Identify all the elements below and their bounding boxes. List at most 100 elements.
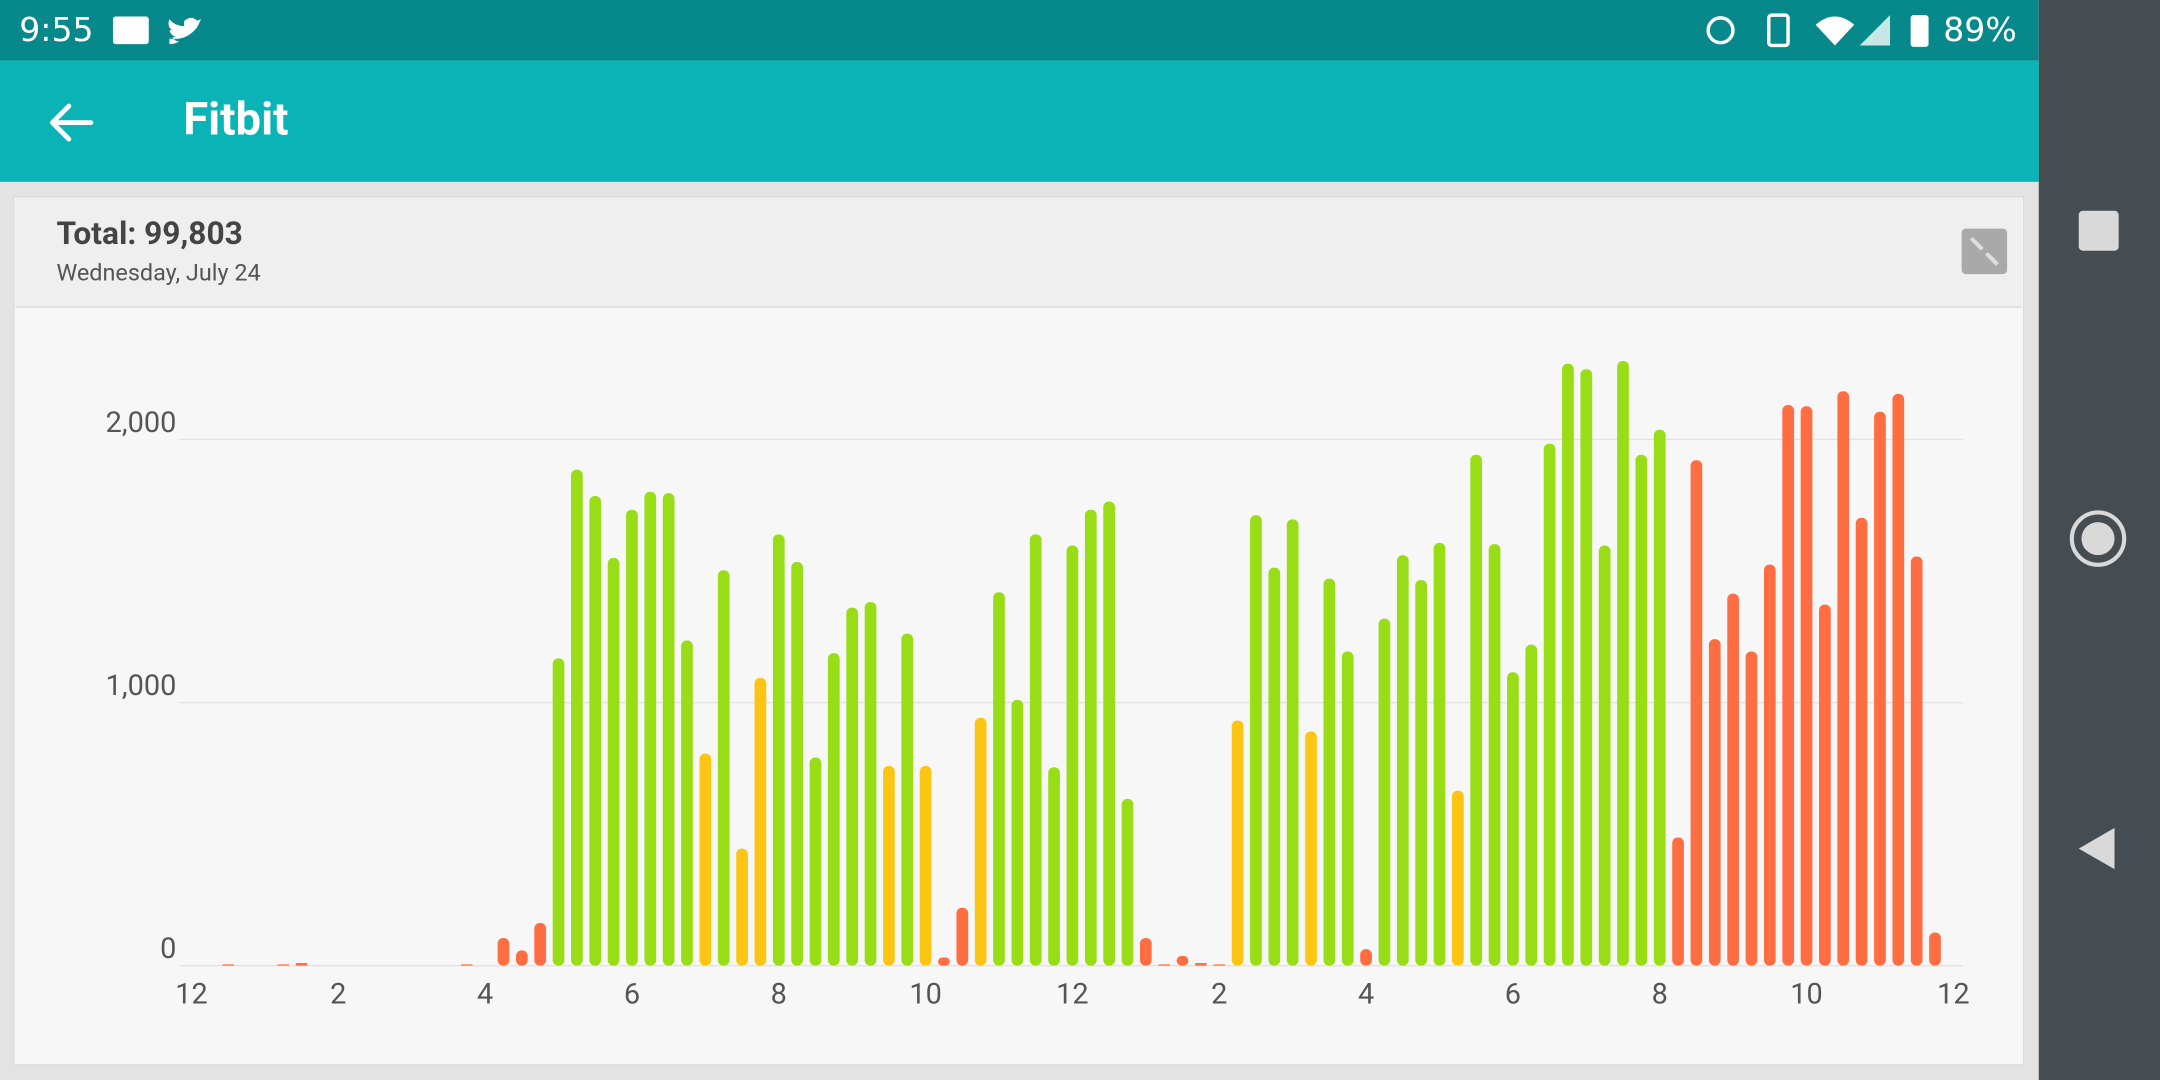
bar	[993, 592, 1005, 966]
bar	[883, 765, 895, 966]
bar	[1121, 798, 1134, 966]
bar	[515, 950, 528, 966]
back-nav-button[interactable]	[2078, 827, 2115, 870]
bar	[571, 469, 583, 966]
bar	[809, 757, 822, 966]
plot-area: 0 1,000 2,000 12 2 4 6 8 10 12 2 4 6 8 10 12	[106, 361, 1970, 1012]
bar	[1635, 454, 1648, 966]
x-tick-label: 12	[1937, 978, 1970, 1012]
collapse-arrows[interactable]	[1969, 236, 1999, 266]
bar	[1708, 639, 1721, 966]
bar	[1084, 509, 1097, 966]
bar	[1782, 404, 1795, 966]
y-tick-label: 1,000	[106, 669, 177, 703]
bar	[1323, 578, 1336, 966]
bar	[1892, 393, 1905, 966]
y-tick-label: 2,000	[106, 406, 177, 440]
x-tick-label: 10	[1790, 978, 1823, 1012]
bar	[1525, 644, 1538, 966]
bar	[1305, 731, 1317, 966]
bar	[974, 717, 987, 966]
home-button[interactable]	[2069, 510, 2127, 567]
twitter-icon	[168, 17, 202, 45]
bar	[222, 964, 235, 966]
bar	[1874, 411, 1886, 966]
bar	[1672, 837, 1684, 966]
bar	[1800, 406, 1813, 966]
bar	[1341, 651, 1354, 966]
bar	[1048, 767, 1060, 966]
x-tick-label: 2	[330, 978, 346, 1012]
x-tick-label: 8	[1652, 978, 1668, 1012]
x-tick-label: 10	[909, 978, 942, 1012]
bar	[1837, 391, 1850, 966]
bar	[295, 963, 308, 966]
bar	[754, 677, 767, 966]
collapse-icon[interactable]	[1961, 228, 2008, 275]
bar	[1213, 964, 1226, 966]
bar	[1433, 542, 1446, 966]
x-tick-label: 6	[1505, 978, 1521, 1012]
x-tick-label: 8	[771, 978, 787, 1012]
bar	[1562, 363, 1574, 966]
bar	[662, 493, 675, 966]
status-bar	[0, 0, 2039, 61]
bar	[864, 602, 877, 966]
x-tick-label: 6	[624, 978, 640, 1012]
vibrate-icon	[1767, 13, 1790, 48]
bar	[1268, 567, 1281, 966]
bar	[1488, 544, 1501, 966]
bar	[552, 658, 565, 966]
bar	[1176, 955, 1189, 966]
bar	[626, 509, 638, 966]
bar	[1690, 460, 1703, 966]
recents-button[interactable]	[2078, 210, 2119, 251]
battery-level: 89%	[1943, 10, 2016, 49]
bar	[1617, 361, 1629, 966]
bar	[534, 923, 547, 966]
bar	[901, 633, 914, 966]
bar	[827, 653, 840, 966]
bar	[919, 765, 932, 966]
bar	[1543, 443, 1556, 966]
bar	[1415, 579, 1427, 966]
bar	[772, 534, 785, 966]
wifi-icon	[1815, 16, 1855, 46]
bar	[846, 607, 859, 966]
back-button[interactable]	[49, 103, 94, 142]
bar	[1727, 593, 1739, 966]
bar	[1195, 963, 1207, 966]
bar	[1378, 618, 1391, 966]
collapse-button[interactable]	[1961, 228, 2008, 275]
alarm-icon	[1706, 16, 1735, 45]
bar	[1029, 534, 1042, 966]
bar	[1763, 564, 1776, 966]
bar	[938, 957, 950, 966]
x-tick-label: 4	[477, 978, 493, 1012]
total-steps: Total: 99,803	[56, 215, 242, 252]
y-tick-label: 0	[160, 932, 176, 966]
bar	[1653, 429, 1666, 966]
bar	[1286, 519, 1299, 966]
gmail-icon	[112, 16, 149, 45]
bar	[1011, 699, 1024, 966]
signal-icon	[1859, 15, 1890, 46]
bar	[699, 753, 712, 966]
date-label: Wednesday, July 24	[56, 258, 260, 286]
home-button-dot[interactable]	[2081, 522, 2115, 556]
bar	[1231, 720, 1244, 966]
back-arrow[interactable]	[49, 103, 94, 142]
bar	[1158, 964, 1171, 966]
app-bar	[0, 60, 2039, 182]
x-tick-label: 2	[1211, 978, 1227, 1012]
x-tick-label: 12	[175, 978, 207, 1012]
bar	[956, 907, 969, 966]
bar	[589, 496, 602, 966]
bar	[1598, 545, 1611, 966]
bar	[1819, 604, 1831, 966]
bar	[1066, 545, 1079, 966]
bar	[1360, 949, 1372, 966]
card-header	[15, 198, 2023, 308]
bar	[1250, 515, 1262, 966]
